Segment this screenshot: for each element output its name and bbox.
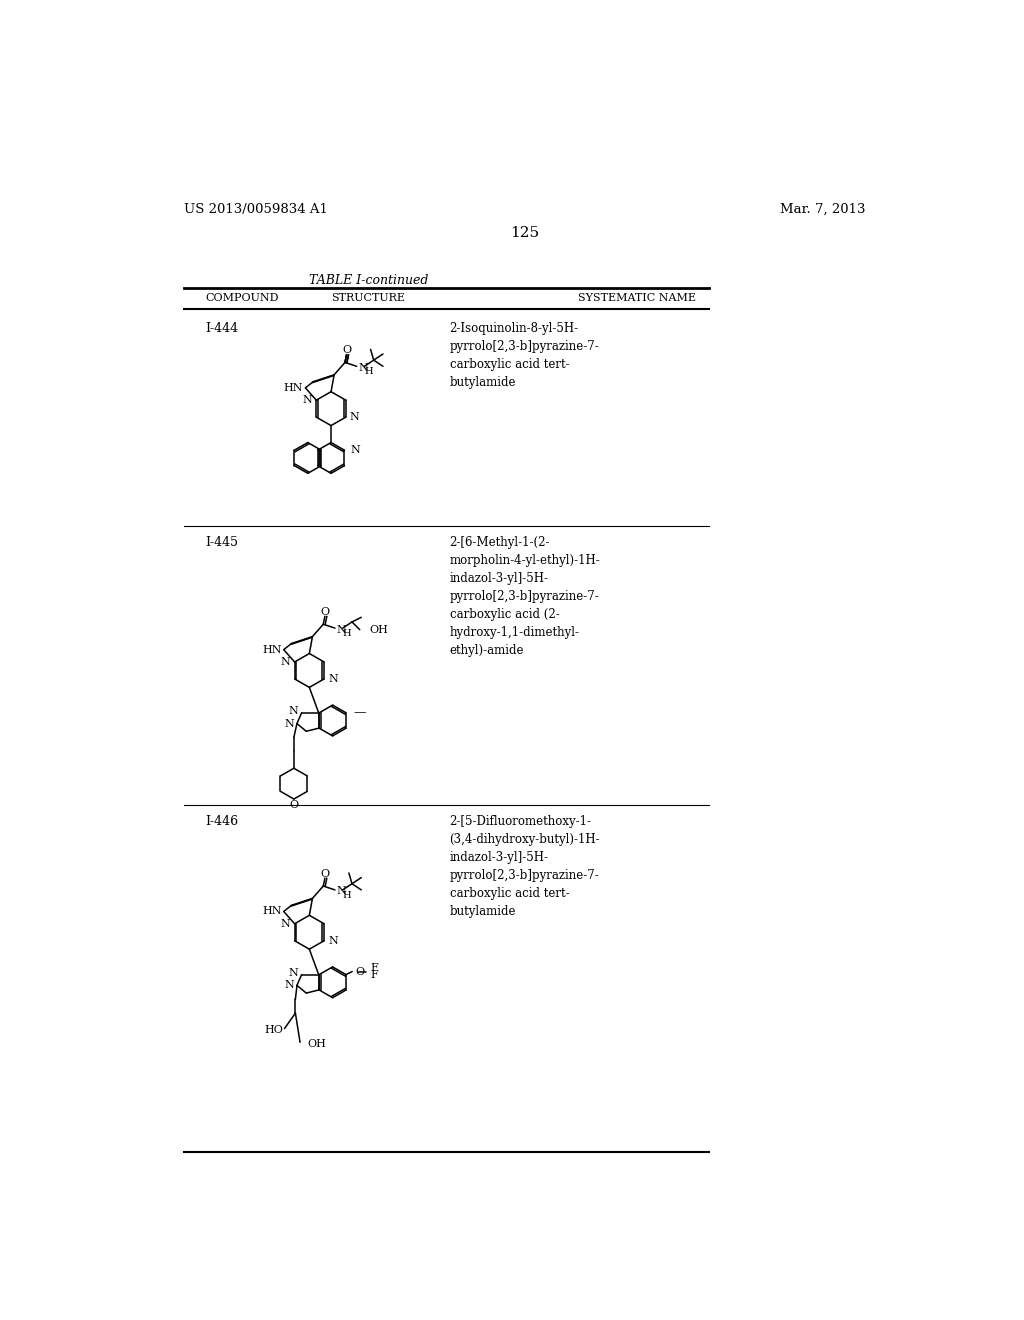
- Text: N: N: [328, 936, 338, 945]
- Text: N: N: [328, 675, 338, 684]
- Text: 125: 125: [510, 226, 540, 240]
- Text: N: N: [337, 887, 346, 896]
- Text: F: F: [371, 970, 379, 981]
- Text: 2-[5-Difluoromethoxy-1-
(3,4-dihydroxy-butyl)-1H-
indazol-3-yl]-5H-
pyrrolo[2,3-: 2-[5-Difluoromethoxy-1- (3,4-dihydroxy-b…: [450, 816, 600, 919]
- Text: 2-[6-Methyl-1-(2-
morpholin-4-yl-ethyl)-1H-
indazol-3-yl]-5H-
pyrrolo[2,3-b]pyra: 2-[6-Methyl-1-(2- morpholin-4-yl-ethyl)-…: [450, 536, 600, 657]
- Text: HO: HO: [264, 1026, 283, 1035]
- Text: N: N: [281, 919, 291, 929]
- Text: O: O: [342, 345, 351, 355]
- Text: HN: HN: [262, 644, 282, 655]
- Text: HN: HN: [262, 907, 282, 916]
- Text: F: F: [371, 962, 379, 973]
- Text: I-446: I-446: [206, 816, 239, 828]
- Text: Mar. 7, 2013: Mar. 7, 2013: [780, 203, 866, 216]
- Text: OH: OH: [308, 1039, 327, 1049]
- Text: H: H: [365, 367, 373, 376]
- Text: N: N: [303, 395, 312, 405]
- Text: N: N: [350, 445, 360, 455]
- Text: OH: OH: [369, 624, 388, 635]
- Text: COMPOUND: COMPOUND: [206, 293, 279, 304]
- Text: HN: HN: [284, 383, 303, 393]
- Text: N: N: [284, 718, 294, 729]
- Text: N: N: [337, 624, 346, 635]
- Text: N: N: [358, 363, 368, 372]
- Text: O: O: [321, 869, 330, 879]
- Text: N: N: [349, 412, 359, 422]
- Text: 2-Isoquinolin-8-yl-5H-
pyrrolo[2,3-b]pyrazine-7-
carboxylic acid tert-
butylamid: 2-Isoquinolin-8-yl-5H- pyrrolo[2,3-b]pyr…: [450, 322, 599, 389]
- Text: I-444: I-444: [206, 322, 239, 335]
- Text: SYSTEMATIC NAME: SYSTEMATIC NAME: [578, 293, 695, 304]
- Text: N: N: [281, 657, 291, 667]
- Text: STRUCTURE: STRUCTURE: [331, 293, 406, 304]
- Text: O: O: [355, 966, 365, 977]
- Text: US 2013/0059834 A1: US 2013/0059834 A1: [183, 203, 328, 216]
- Text: TABLE I-continued: TABLE I-continued: [308, 275, 428, 286]
- Text: I-445: I-445: [206, 536, 239, 549]
- Text: N: N: [289, 706, 299, 717]
- Text: O: O: [290, 800, 298, 810]
- Text: O: O: [321, 607, 330, 616]
- Text: —: —: [353, 706, 367, 719]
- Text: N: N: [289, 968, 299, 978]
- Text: H: H: [343, 891, 351, 900]
- Text: N: N: [284, 981, 294, 990]
- Text: H: H: [343, 630, 351, 638]
